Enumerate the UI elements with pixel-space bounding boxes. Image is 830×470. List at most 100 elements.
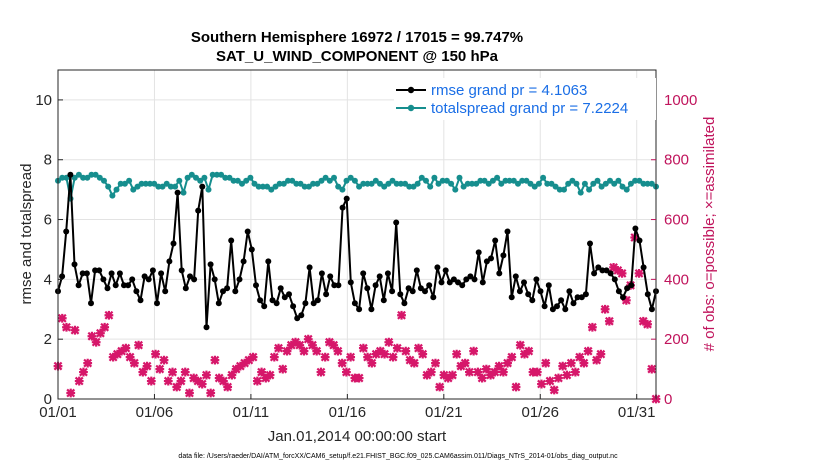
obs-count-point xyxy=(83,358,93,368)
rmse-point xyxy=(405,285,412,292)
obs-count-point xyxy=(375,346,385,356)
rmse-point xyxy=(170,240,177,247)
x-tick-label: 01/06 xyxy=(136,404,174,421)
obs-count-point xyxy=(426,367,436,377)
totalspread-point xyxy=(377,180,383,187)
totalspread-point xyxy=(418,174,425,181)
rmse-point xyxy=(215,300,222,307)
rmse-point xyxy=(211,276,218,283)
obs-count-point xyxy=(295,340,305,350)
obs-count-point xyxy=(490,367,500,377)
totalspread-point xyxy=(627,180,634,187)
obs-count-point xyxy=(333,346,343,356)
rmse-point xyxy=(409,288,416,295)
rmse-point xyxy=(508,294,515,301)
obs-count-point xyxy=(159,355,169,365)
plot-frame xyxy=(57,69,657,400)
obs-count-point xyxy=(129,358,139,368)
totalspread-point xyxy=(188,171,195,178)
totalspread-point xyxy=(322,174,329,181)
totalspread-point xyxy=(356,183,363,190)
rmse-point xyxy=(372,282,379,289)
obs-count-point xyxy=(363,352,373,362)
totalspread-point xyxy=(84,174,91,181)
obs-count-point xyxy=(507,352,517,362)
obs-count-point xyxy=(312,346,322,356)
totalspread-point xyxy=(372,177,379,184)
totalspread-point xyxy=(360,180,367,187)
rmse-point xyxy=(582,291,589,298)
obs-count-point xyxy=(117,346,127,356)
obs-count-point xyxy=(520,349,529,359)
rmse-point xyxy=(566,288,573,295)
obs-count-point xyxy=(100,322,110,332)
totalspread-point xyxy=(452,186,459,193)
obs-count-point xyxy=(566,358,576,368)
obs-count-point xyxy=(388,352,398,362)
totalspread-point xyxy=(331,174,337,181)
y-axis-right: 0 200 400 600 800 1000 xyxy=(651,92,697,408)
totalspread-point xyxy=(159,183,166,190)
totalspread-point xyxy=(544,180,551,187)
obs-count-point xyxy=(346,352,356,362)
y2-tick-label: 600 xyxy=(664,212,689,229)
rmse-point xyxy=(442,267,449,274)
y-tick-label: 8 xyxy=(44,152,52,169)
rmse-point xyxy=(265,258,272,265)
obs-count-point xyxy=(464,367,474,377)
totalspread-point xyxy=(289,177,296,184)
totalspread-point xyxy=(385,180,392,187)
obs-count-point xyxy=(257,367,266,377)
rmse-point xyxy=(545,282,552,289)
totalspread-point xyxy=(255,183,262,190)
totalspread-point xyxy=(251,180,258,187)
totalspread-point xyxy=(469,180,475,187)
rmse-point xyxy=(483,258,490,265)
totalspread-point xyxy=(485,180,492,187)
obs-count-point xyxy=(168,367,177,377)
obs-count-point xyxy=(138,367,148,377)
rmse-point xyxy=(380,297,387,304)
legend-spread-label: totalspread grand pr = 7.2224 xyxy=(431,100,628,117)
obs-count-point xyxy=(575,352,585,362)
obs-count-point xyxy=(596,349,606,359)
obs-count-point xyxy=(180,367,190,377)
y-tick-label: 0 xyxy=(44,391,52,408)
obs-count-point xyxy=(235,361,245,371)
rmse-point xyxy=(624,285,631,292)
y-axis-label: rmse and totalspread xyxy=(18,164,35,305)
obs-count-point xyxy=(503,358,512,368)
totalspread-point xyxy=(230,177,237,184)
totalspread-point xyxy=(535,180,542,187)
totalspread-point xyxy=(590,180,597,187)
totalspread-point xyxy=(443,177,450,184)
rmse-point xyxy=(525,291,532,298)
obs-count-point xyxy=(146,376,156,386)
obs-count-point xyxy=(460,358,470,368)
obs-count-point xyxy=(638,316,648,326)
obs-count-point xyxy=(108,352,118,362)
obs-count-point xyxy=(219,376,228,386)
obs-count-point xyxy=(384,337,394,347)
totalspread-point xyxy=(59,174,66,181)
rmse-point xyxy=(356,306,363,313)
rmse-point xyxy=(174,189,181,196)
obs-count-point xyxy=(66,388,76,398)
rmse-point xyxy=(471,276,478,283)
totalspread-point xyxy=(519,177,526,184)
rmse-point xyxy=(244,228,251,235)
rmse-point xyxy=(397,291,404,298)
obs-count-point xyxy=(524,346,534,356)
obs-count-point xyxy=(613,265,623,275)
rmse-point xyxy=(426,282,433,289)
totalspread-series xyxy=(55,171,659,202)
rmse-point xyxy=(562,306,569,313)
totalspread-point xyxy=(460,183,467,190)
x-tick-label: 01/26 xyxy=(521,404,559,421)
rmse-point xyxy=(286,291,292,298)
obs-count-point xyxy=(537,379,546,389)
rmse-point xyxy=(587,240,593,247)
rmse-point xyxy=(83,270,90,277)
y2-tick-label: 400 xyxy=(664,271,689,288)
totalspread-point xyxy=(213,171,220,178)
